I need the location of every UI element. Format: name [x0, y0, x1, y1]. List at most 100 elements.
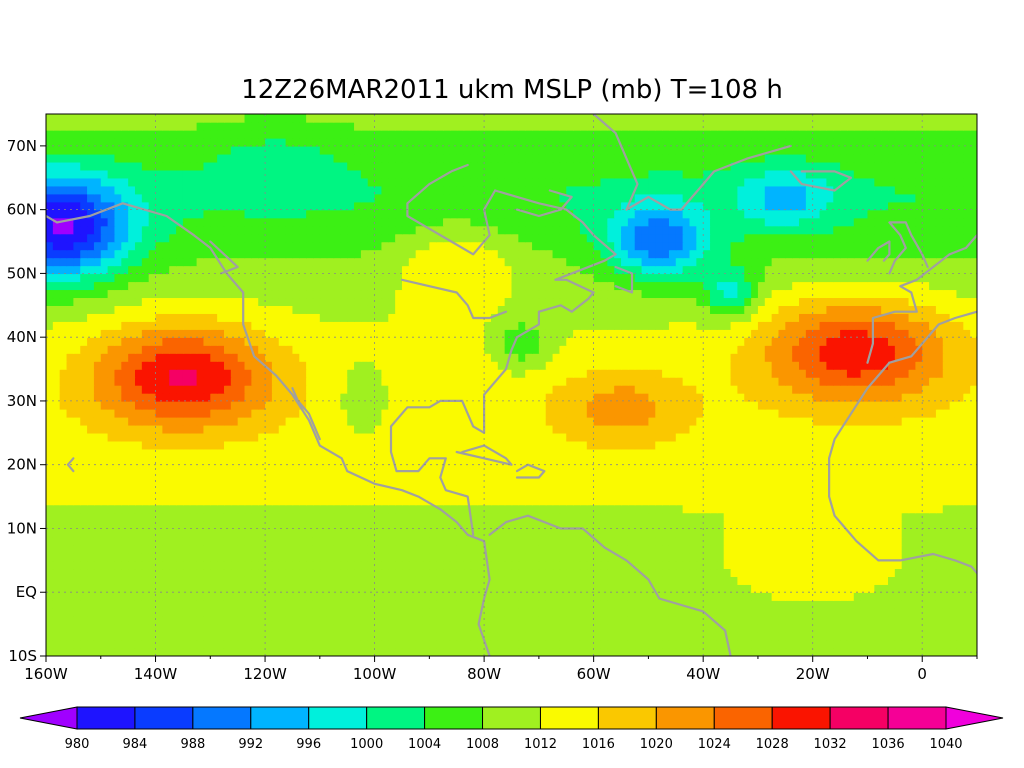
- pressure-cell: [525, 568, 533, 577]
- pressure-cell: [840, 640, 848, 649]
- pressure-cell: [730, 385, 739, 394]
- pressure-cell: [134, 472, 143, 482]
- pressure-cell: [970, 560, 977, 570]
- pressure-cell: [641, 361, 650, 370]
- pressure-cell: [230, 424, 239, 434]
- pressure-cell: [881, 488, 889, 498]
- pressure-cell: [853, 392, 862, 402]
- pressure-cell: [484, 424, 492, 434]
- pressure-cell: [655, 576, 663, 585]
- pressure-cell: [730, 616, 739, 625]
- pressure-cell: [128, 592, 136, 601]
- pressure-cell: [155, 520, 164, 530]
- pressure-cell: [579, 361, 588, 370]
- pressure-cell: [860, 584, 869, 593]
- pressure-cell: [114, 369, 123, 378]
- pressure-cell: [237, 608, 246, 617]
- pressure-cell: [114, 640, 123, 649]
- pressure-cell: [497, 512, 506, 522]
- pressure-cell: [93, 552, 102, 562]
- pressure-cell: [641, 632, 650, 641]
- pressure-cell: [80, 416, 88, 426]
- pressure-cell: [908, 560, 917, 570]
- pressure-cell: [566, 408, 574, 418]
- pressure-cell: [237, 552, 246, 562]
- pressure-cell: [312, 369, 321, 378]
- pressure-cell: [176, 512, 184, 522]
- pressure-cell: [497, 392, 506, 402]
- pressure-cell: [408, 369, 417, 378]
- pressure-cell: [429, 361, 437, 370]
- pressure-cell: [922, 472, 930, 482]
- pressure-cell: [203, 488, 211, 498]
- pressure-cell: [326, 536, 335, 546]
- pressure-cell: [757, 464, 766, 474]
- pressure-cell: [538, 369, 547, 378]
- pressure-cell: [655, 361, 663, 370]
- pressure-cell: [484, 640, 492, 649]
- pressure-cell: [169, 584, 177, 593]
- pressure-cell: [696, 512, 704, 522]
- pressure-cell: [251, 408, 259, 418]
- pressure-cell: [196, 552, 205, 562]
- pressure-cell: [292, 369, 300, 378]
- pressure-cell: [956, 369, 965, 378]
- pressure-cell: [80, 472, 88, 482]
- pressure-cell: [340, 584, 348, 593]
- pressure-cell: [819, 512, 828, 522]
- pressure-cell: [881, 608, 889, 617]
- pressure-cell: [100, 640, 109, 649]
- pressure-cell: [189, 480, 198, 490]
- pressure-cell: [641, 536, 650, 546]
- pressure-cell: [477, 472, 485, 482]
- pressure-cell: [888, 536, 896, 546]
- pressure-cell: [525, 536, 533, 546]
- pressure-cell: [128, 536, 136, 546]
- pressure-cell: [710, 584, 718, 593]
- pressure-cell: [970, 408, 977, 418]
- pressure-cell: [141, 432, 150, 442]
- pressure-cell: [552, 448, 561, 458]
- pressure-cell: [265, 648, 273, 656]
- pressure-cell: [771, 456, 780, 466]
- pressure-cell: [422, 552, 431, 562]
- pressure-cell: [93, 416, 102, 426]
- pressure-cell: [374, 472, 383, 482]
- pressure-cell: [867, 608, 876, 617]
- pressure-cell: [833, 528, 841, 538]
- pressure-cell: [703, 600, 711, 609]
- pressure-cell: [586, 424, 595, 434]
- pressure-cell: [121, 440, 129, 450]
- pressure-cell: [162, 624, 170, 633]
- pressure-cell: [285, 544, 294, 554]
- pressure-cell: [347, 520, 355, 530]
- pressure-cell: [799, 504, 807, 514]
- pressure-cell: [237, 584, 246, 593]
- pressure-cell: [805, 536, 814, 546]
- pressure-cell: [244, 520, 253, 530]
- pressure-cell: [532, 385, 540, 394]
- pressure-cell: [867, 424, 876, 434]
- pressure-cell: [573, 528, 581, 538]
- pressure-cell: [52, 512, 61, 522]
- pressure-cell: [497, 472, 506, 482]
- pressure-cell: [155, 488, 164, 498]
- pressure-cell: [614, 544, 622, 554]
- pressure-cell: [901, 640, 910, 649]
- pressure-cell: [470, 616, 478, 625]
- pressure-cell: [764, 400, 773, 410]
- pressure-cell: [668, 504, 677, 514]
- pressure-cell: [251, 440, 259, 450]
- pressure-cell: [894, 392, 903, 402]
- pressure-cell: [354, 361, 362, 370]
- pressure-cell: [552, 496, 561, 506]
- pressure-cell: [614, 432, 622, 442]
- pressure-cell: [833, 520, 841, 530]
- pressure-cell: [497, 640, 506, 649]
- pressure-cell: [367, 528, 376, 538]
- pressure-cell: [436, 608, 444, 617]
- pressure-cell: [545, 592, 554, 601]
- pressure-cell: [819, 608, 828, 617]
- pressure-cell: [915, 408, 923, 418]
- pressure-cell: [367, 536, 376, 546]
